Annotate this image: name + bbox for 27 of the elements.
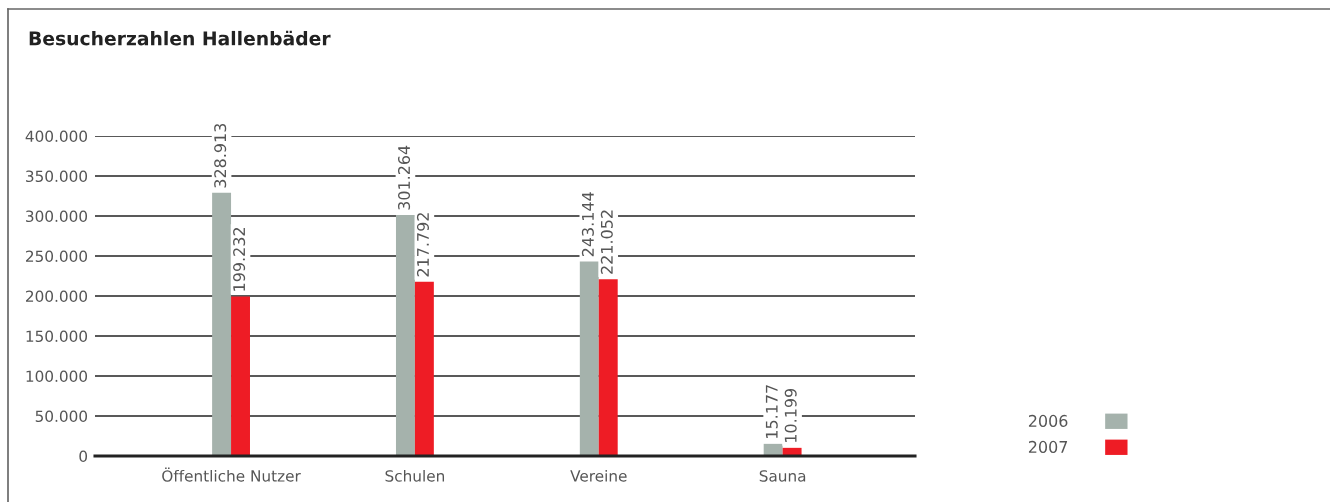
bar: [579, 261, 599, 456]
x-tick-label: Vereine: [570, 469, 627, 482]
data-label: 301.264: [397, 145, 411, 210]
data-label: 199.232: [233, 228, 246, 291]
data-label: 15.177: [765, 385, 778, 438]
y-tick-label: 50.000: [35, 410, 88, 423]
chart-title: Besucherzahlen Hallenbäder: [29, 30, 331, 46]
y-tick-label: 400.000: [25, 130, 88, 143]
y-tick-label: 0: [79, 450, 88, 463]
x-tick-label: Sauna: [759, 470, 806, 482]
data-label: 10.199: [784, 388, 797, 442]
bar: [212, 192, 232, 456]
legend-label: 2006: [1028, 414, 1068, 427]
x-tick-label: Öffentliche Nutzer: [162, 467, 301, 482]
y-tick-label: 100.000: [26, 370, 88, 383]
y-tick-label: 150.000: [26, 330, 88, 343]
y-tick-label: 250.000: [26, 250, 88, 263]
bar: [395, 214, 415, 456]
y-tick-label: 200.000: [26, 290, 88, 303]
y-tick-label: 350.000: [26, 170, 88, 183]
data-label: 243.144: [581, 192, 594, 257]
data-label: 221.052: [600, 210, 613, 274]
data-label: 217.792: [416, 213, 430, 277]
x-tick-label: Schulen: [385, 469, 445, 482]
data-label: 328.913: [214, 123, 227, 188]
legend-label: 2007: [1028, 440, 1068, 453]
y-tick-label: 300.000: [26, 210, 88, 223]
